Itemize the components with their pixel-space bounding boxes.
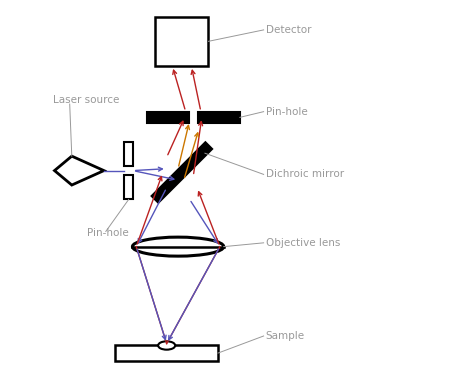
Text: Laser source: Laser source bbox=[53, 95, 119, 105]
Polygon shape bbox=[152, 142, 212, 203]
Ellipse shape bbox=[158, 341, 175, 350]
Text: Detector: Detector bbox=[265, 25, 311, 35]
Bar bbox=[155, 16, 209, 66]
Polygon shape bbox=[55, 156, 104, 185]
Bar bbox=[125, 142, 133, 166]
Text: Objective lens: Objective lens bbox=[265, 238, 340, 248]
Text: Dichroic mirror: Dichroic mirror bbox=[265, 169, 344, 179]
Bar bbox=[146, 112, 189, 123]
Text: Sample: Sample bbox=[265, 331, 305, 341]
Text: Pin-hole: Pin-hole bbox=[265, 106, 307, 117]
Bar bbox=[198, 112, 240, 123]
Ellipse shape bbox=[132, 237, 224, 256]
Bar bbox=[115, 345, 218, 361]
Bar bbox=[146, 112, 189, 123]
Bar bbox=[198, 112, 240, 123]
Text: Pin-hole: Pin-hole bbox=[87, 228, 128, 238]
Bar bbox=[125, 175, 133, 200]
